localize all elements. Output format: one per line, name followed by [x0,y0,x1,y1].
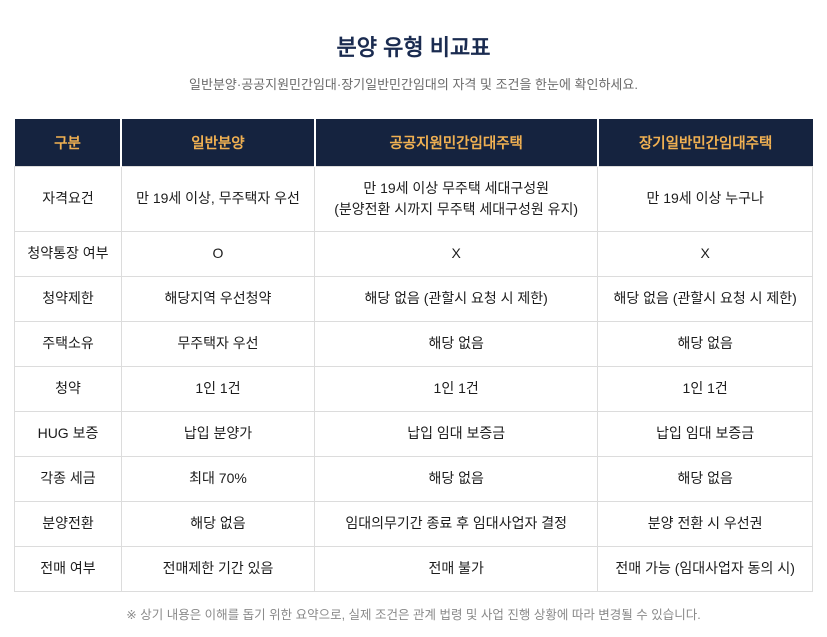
footnote: ※ 상기 내용은 이해를 돕기 위한 요약으로, 실제 조건은 관계 법령 및 … [126,607,701,622]
table-row: 자격요건 만 19세 이상, 무주택자 우선 만 19세 이상 무주택 세대구성원 … [14,165,813,232]
row-label: 청약 [14,365,122,412]
table-cell: 납입 임대 보증금 [597,410,813,457]
page-subtitle: 일반분양·공공지원민간임대·장기일반민간임대의 자격 및 조건을 한눈에 확인하… [189,76,638,92]
table-row: 전매 여부 전매제한 기간 있음 전매 불가 전매 가능 (임대사업자 동의 시) [14,545,813,592]
table-cell: 납입 임대 보증금 [314,410,599,457]
table-cell: 1인 1건 [120,365,316,412]
table-cell: 전매제한 기간 있음 [120,545,316,592]
table-cell: 해당 없음 (관할시 요청 시 제한) [597,275,813,322]
row-label: 청약통장 여부 [14,230,122,277]
column-header-1: 일반분양 [121,119,316,167]
table-cell: X [597,230,813,277]
column-header-0: 구분 [14,119,123,167]
row-label: 자격요건 [14,165,122,232]
table-cell: 해당 없음 [120,500,316,547]
table-cell: 만 19세 이상 무주택 세대구성원 (분양전환 시까지 무주택 세대구성원 유… [314,165,599,232]
table-cell: 무주택자 우선 [120,320,316,367]
row-label: 주택소유 [14,320,122,367]
table-row: 청약통장 여부 O X X [14,230,813,277]
table-body: 자격요건 만 19세 이상, 무주택자 우선 만 19세 이상 무주택 세대구성원 … [14,165,813,592]
table-row: 분양전환 해당 없음 임대의무기간 종료 후 임대사업자 결정 분양 전환 시 우선권 [14,500,813,547]
table-cell: 해당 없음 [314,320,599,367]
table-cell: 전매 가능 (임대사업자 동의 시) [597,545,813,592]
table-row: 청약 1인 1건 1인 1건 1인 1건 [14,365,813,412]
column-header-3: 장기일반민간임대주택 [597,119,813,167]
table-cell: 임대의무기간 종료 후 임대사업자 결정 [314,500,599,547]
table-cell: 납입 분양가 [120,410,316,457]
row-label: 전매 여부 [14,545,122,592]
table-cell: 만 19세 이상 누구나 [597,165,813,232]
row-label: 각종 세금 [14,455,122,502]
comparison-page: 분양 유형 비교표 일반분양·공공지원민간임대·장기일반민간임대의 자격 및 조… [14,35,813,622]
table-cell: 최대 70% [120,455,316,502]
table-row: 주택소유 무주택자 우선 해당 없음 해당 없음 [14,320,813,367]
table-cell: 1인 1건 [314,365,599,412]
page-title: 분양 유형 비교표 [336,35,491,60]
table-row: 각종 세금 최대 70% 해당 없음 해당 없음 [14,455,813,502]
table-row: HUG 보증 납입 분양가 납입 임대 보증금 납입 임대 보증금 [14,410,813,457]
row-label: 청약제한 [14,275,122,322]
table-cell: X [314,230,599,277]
table-row: 청약제한 해당지역 우선청약 해당 없음 (관할시 요청 시 제한) 해당 없음 (관… [14,275,813,322]
table-cell: 해당 없음 [314,455,599,502]
table-cell: 해당 없음 (관할시 요청 시 제한) [314,275,599,322]
table-cell: 만 19세 이상, 무주택자 우선 [120,165,316,232]
column-header-2: 공공지원민간임대주택 [314,119,599,167]
row-label: HUG 보증 [14,410,122,457]
table-header-row: 구분 일반분양 공공지원민간임대주택 장기일반민간임대주택 [14,119,813,167]
table-cell: 해당 없음 [597,320,813,367]
table-cell: 분양 전환 시 우선권 [597,500,813,547]
table-cell: 전매 불가 [314,545,599,592]
row-label: 분양전환 [14,500,122,547]
table-cell: O [120,230,316,277]
table-cell: 해당 없음 [597,455,813,502]
table-cell: 해당지역 우선청약 [120,275,316,322]
table-cell: 1인 1건 [597,365,813,412]
comparison-table: 구분 일반분양 공공지원민간임대주택 장기일반민간임대주택 자격요건 만 19세 이상,… [14,119,813,592]
